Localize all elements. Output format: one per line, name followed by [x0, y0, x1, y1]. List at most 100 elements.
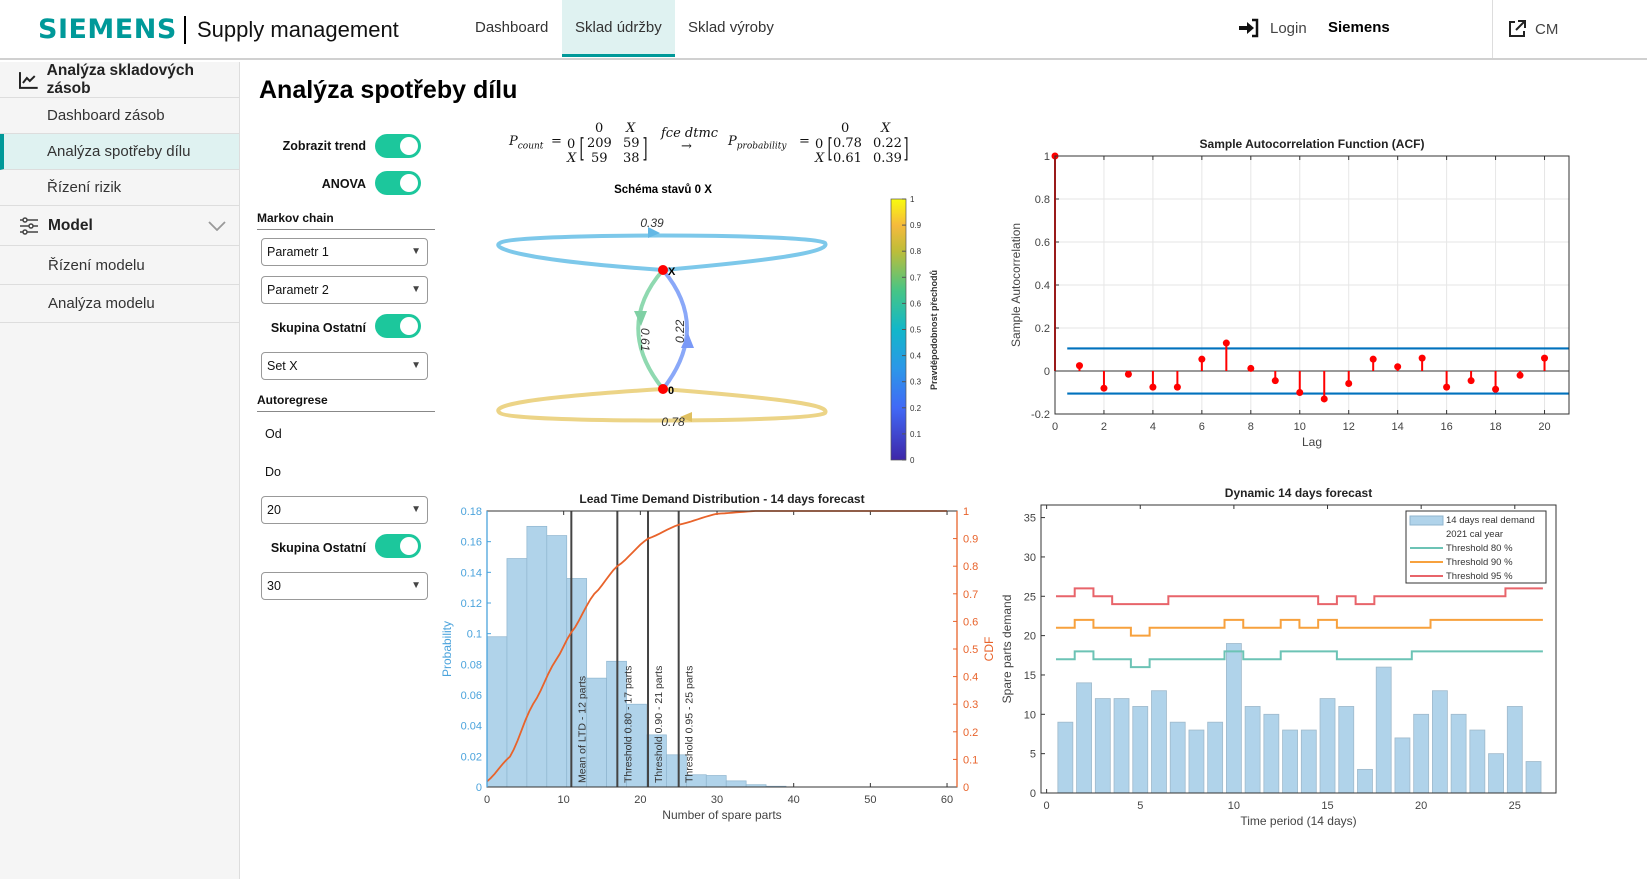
demand-bar [1319, 698, 1336, 794]
y-tick-label: 0.02 [461, 751, 482, 763]
demand-bar [1357, 768, 1373, 794]
x-tick-label: 12 [1343, 421, 1355, 433]
demand-bar [1188, 729, 1205, 794]
y-tick-label: 0.12 [461, 598, 482, 610]
od-label: Od [265, 427, 282, 441]
anova-toggle[interactable] [375, 171, 421, 195]
count-cell: 59 [591, 151, 608, 166]
demand-bar [1300, 729, 1317, 794]
sidebar-item-dashboard-zasob[interactable]: Dashboard zásob [0, 98, 239, 134]
edge-x-x [496, 233, 828, 272]
sidebar-item-analyza-modelu[interactable]: Analýza modelu [0, 285, 239, 323]
row-state: X [815, 151, 825, 166]
do-label: Do [265, 465, 281, 479]
fce-dtmc-label: fce dtmc [661, 126, 719, 141]
y2-tick-label: 0.9 [963, 534, 978, 546]
legend-swatch-bar [1409, 515, 1444, 526]
skupina-ostatni-toggle[interactable] [375, 314, 421, 338]
dropdown-arrow-icon: ▼ [411, 580, 421, 591]
dropdown-arrow-icon: ▼ [411, 360, 421, 371]
chart-title: Lead Time Demand Distribution - 14 days … [579, 492, 864, 506]
demand-bar [1263, 713, 1280, 794]
edge-x-0 [636, 268, 665, 391]
x-axis-label: Number of spare parts [662, 808, 781, 822]
demand-bar [1207, 721, 1224, 794]
chevron-down-icon[interactable] [208, 220, 226, 231]
acf-point [1467, 377, 1475, 385]
sidebar-group-label: Model [48, 216, 93, 234]
demand-bar [1525, 761, 1542, 794]
skupina-ostatni-label: Skupina Ostatní [270, 321, 366, 335]
y-tick-label: 0 [1030, 788, 1036, 800]
p-count-subscript: count [517, 141, 544, 152]
node-x [658, 265, 668, 275]
acf-point [1271, 377, 1279, 385]
demand-bar [1169, 721, 1186, 794]
login-label: Login [1270, 19, 1307, 37]
tab-sklad-udrzby[interactable]: Sklad údržby [562, 0, 675, 57]
sidebar-group-analyza[interactable]: Analýza skladových zásob [0, 62, 239, 98]
sidebar-item-rizeni-modelu[interactable]: Řízení modelu [0, 246, 239, 285]
cm-link[interactable]: CM [1492, 0, 1558, 58]
sidebar-group-label: Analýza skladových zásob [46, 61, 194, 97]
login-button[interactable]: Login [1238, 18, 1307, 38]
select-value: Parametr 1 [267, 245, 329, 259]
dropdown-arrow-icon: ▼ [411, 284, 421, 295]
y-tick-label: 15 [1024, 670, 1036, 682]
sidebar-item-analyza-spotreby[interactable]: Analýza spotřeby dílu [0, 134, 239, 170]
y-tick-label: 0.04 [461, 721, 482, 733]
acf-point [1345, 379, 1353, 387]
y-tick-label: 25 [1024, 591, 1036, 603]
histogram-bar [486, 636, 508, 788]
x-axis-label: Time period (14 days) [1240, 814, 1356, 828]
edge-label-x-0: 0.61 [638, 328, 652, 351]
y-tick-label: 10 [1024, 709, 1036, 721]
siemens-logo[interactable]: SIEMENS [38, 14, 177, 45]
col-state: 0 [595, 121, 604, 136]
edge-label-0-x: 0.22 [673, 319, 687, 343]
y2-tick-label: 0.8 [963, 561, 978, 573]
x-tick-label: 30 [711, 794, 723, 806]
skupina-ostatni-2-toggle[interactable] [375, 534, 421, 558]
select-value: 30 [267, 579, 281, 593]
y-tick-label: 0.1 [467, 629, 482, 641]
y-axis-label: Spare parts demand [1000, 595, 1014, 704]
sidebar-group-model[interactable]: Model [0, 206, 239, 246]
p-count-symbol: P [509, 134, 518, 149]
tab-dashboard[interactable]: Dashboard [475, 19, 549, 36]
row-state: X [567, 151, 577, 166]
sidebar: Analýza skladových zásob Dashboard zásob… [0, 62, 240, 879]
histogram-bar [586, 677, 607, 788]
equals-sign: = [551, 134, 562, 149]
x-tick-label: 20 [634, 794, 646, 806]
set-select[interactable]: Set X ▼ [261, 352, 428, 380]
demand-bar [1076, 682, 1092, 794]
x-tick-label: 0 [1044, 800, 1050, 812]
histogram-bar [725, 780, 747, 788]
demand-bar [1450, 713, 1467, 794]
x-tick-label: 2 [1101, 421, 1107, 433]
x-tick-label: 14 [1392, 421, 1404, 433]
y2-tick-label: 1 [963, 506, 969, 518]
user-name[interactable]: Siemens [1328, 19, 1390, 36]
autoregrese-20-select[interactable]: 20 ▼ [261, 496, 428, 524]
acf-point [1222, 339, 1230, 347]
y-tick-label: 0.08 [461, 659, 482, 671]
select-value: Set X [267, 359, 298, 373]
y-tick-label: 1 [1044, 151, 1050, 163]
colorbar-tick-label: 0.2 [910, 404, 922, 413]
acf-point [1100, 384, 1108, 392]
parametr-1-select[interactable]: Parametr 1 ▼ [261, 238, 428, 266]
acf-point [1124, 370, 1132, 378]
sliders-icon [20, 216, 38, 235]
parametr-2-select[interactable]: Parametr 2 ▼ [261, 276, 428, 304]
acf-point [1418, 354, 1426, 362]
demand-bar [1132, 706, 1149, 794]
transition-matrix-equation: Pcount = 0 X 0 X [ 209 59 59 38 ] fce dt… [509, 121, 909, 166]
arrow-x-0 [634, 311, 647, 326]
zobrazit-trend-toggle[interactable] [375, 134, 421, 158]
y-axis-label: Sample Autocorrelation [1009, 223, 1023, 347]
sidebar-item-rizeni-rizik[interactable]: Řízení rizik [0, 170, 239, 206]
tab-sklad-vyroby[interactable]: Sklad výroby [688, 19, 774, 36]
autoregrese-30-select[interactable]: 30 ▼ [261, 572, 428, 600]
